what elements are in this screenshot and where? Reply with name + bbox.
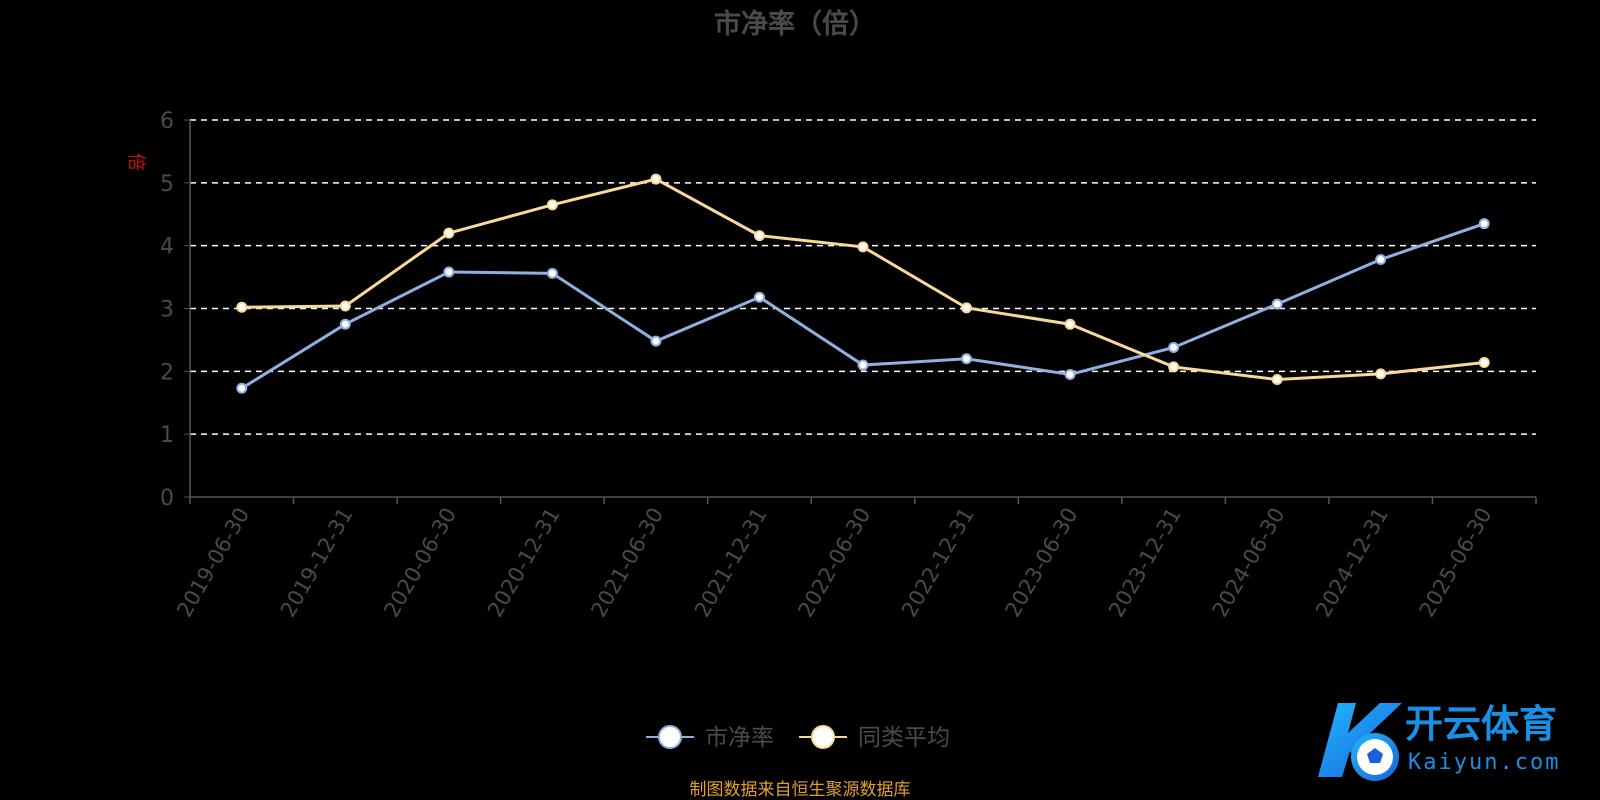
series-0-point-3 [546,267,558,279]
series-0-point-5 [753,291,765,303]
y-tick-label-2: 2 [160,360,174,385]
series-1-point-9 [1168,361,1180,373]
series-0-point-4 [650,335,662,347]
legend-marker-icon-1 [811,725,835,749]
x-tick-label-8: 2023-06-30 [1001,504,1083,622]
axes: 0 1 2 3 4 5 6 2019-06-30 2019-12-31 2020-06-30 202… [160,109,1537,622]
series-0-point-8 [1064,368,1076,380]
y-tick-label-5: 5 [160,172,174,197]
series-1-point-10 [1271,374,1283,386]
chart-title: 市净率（倍） [714,8,876,40]
x-tick-label-0: 2019-06-30 [172,504,254,622]
series-0-point-9 [1168,341,1180,353]
series-1-point-6 [857,241,869,253]
x-tick-label-2: 2020-06-30 [379,504,461,622]
legend-item-0[interactable]: 市净率 [646,725,774,751]
series-0-point-7 [961,353,973,365]
x-tick-label-1: 2019-12-31 [276,504,358,622]
series-0-point-11 [1375,253,1387,265]
x-tick-label-7: 2022-12-31 [897,504,979,622]
legend-label-1: 同类平均 [858,725,950,751]
x-tick-label-5: 2021-12-31 [690,504,772,622]
y-tick-label-3: 3 [160,298,174,323]
x-tick-label-9: 2023-12-31 [1104,504,1186,622]
logo-name: 开云体育 [1405,702,1557,746]
y-axis-label: 倍 [125,153,146,171]
series-0-point-2 [443,266,455,278]
legend-label-0: 市净率 [705,725,774,751]
series-0-point-1 [339,318,351,330]
legend-item-1[interactable]: 同类平均 [799,725,950,751]
x-tick-label-6: 2022-06-30 [794,504,876,622]
series-layer [236,173,1490,394]
x-tick-label-12: 2025-06-30 [1415,504,1497,622]
series-1-point-3 [546,199,558,211]
y-tick-label-0: 0 [160,486,174,511]
x-tick-label-11: 2024-12-31 [1311,504,1393,622]
series-0-point-10 [1271,298,1283,310]
series-1-point-8 [1064,318,1076,330]
y-tick-label-6: 6 [160,109,174,134]
series-1-point-4 [650,173,662,185]
logo-url: Kaiyun.com [1408,750,1560,775]
series-1-point-2 [443,227,455,239]
data-source-note: 制图数据来自恒生聚源数据库 [690,780,911,800]
series-0-point-0 [236,382,248,394]
series-1-point-7 [961,302,973,314]
series-1-point-12 [1478,357,1490,369]
series-line-1 [241,177,1485,382]
legend-marker-icon-0 [658,725,682,749]
legend: 市净率 同类平均 [646,725,950,751]
x-tick-label-10: 2024-06-30 [1208,504,1290,622]
x-tick-label-4: 2021-06-30 [586,504,668,622]
grid [190,119,1536,435]
series-1-point-11 [1375,368,1387,380]
series-1-point-1 [339,300,351,312]
y-tick-label-4: 4 [160,235,174,260]
series-0-point-12 [1478,218,1490,230]
kaiyun-logo[interactable]: 开云体育 Kaiyun.com [1310,695,1595,795]
x-tick-label-3: 2020-12-31 [483,504,565,622]
series-1-point-0 [236,301,248,313]
series-0-point-6 [857,359,869,371]
series-1-point-5 [753,230,765,242]
y-tick-label-1: 1 [160,423,174,448]
